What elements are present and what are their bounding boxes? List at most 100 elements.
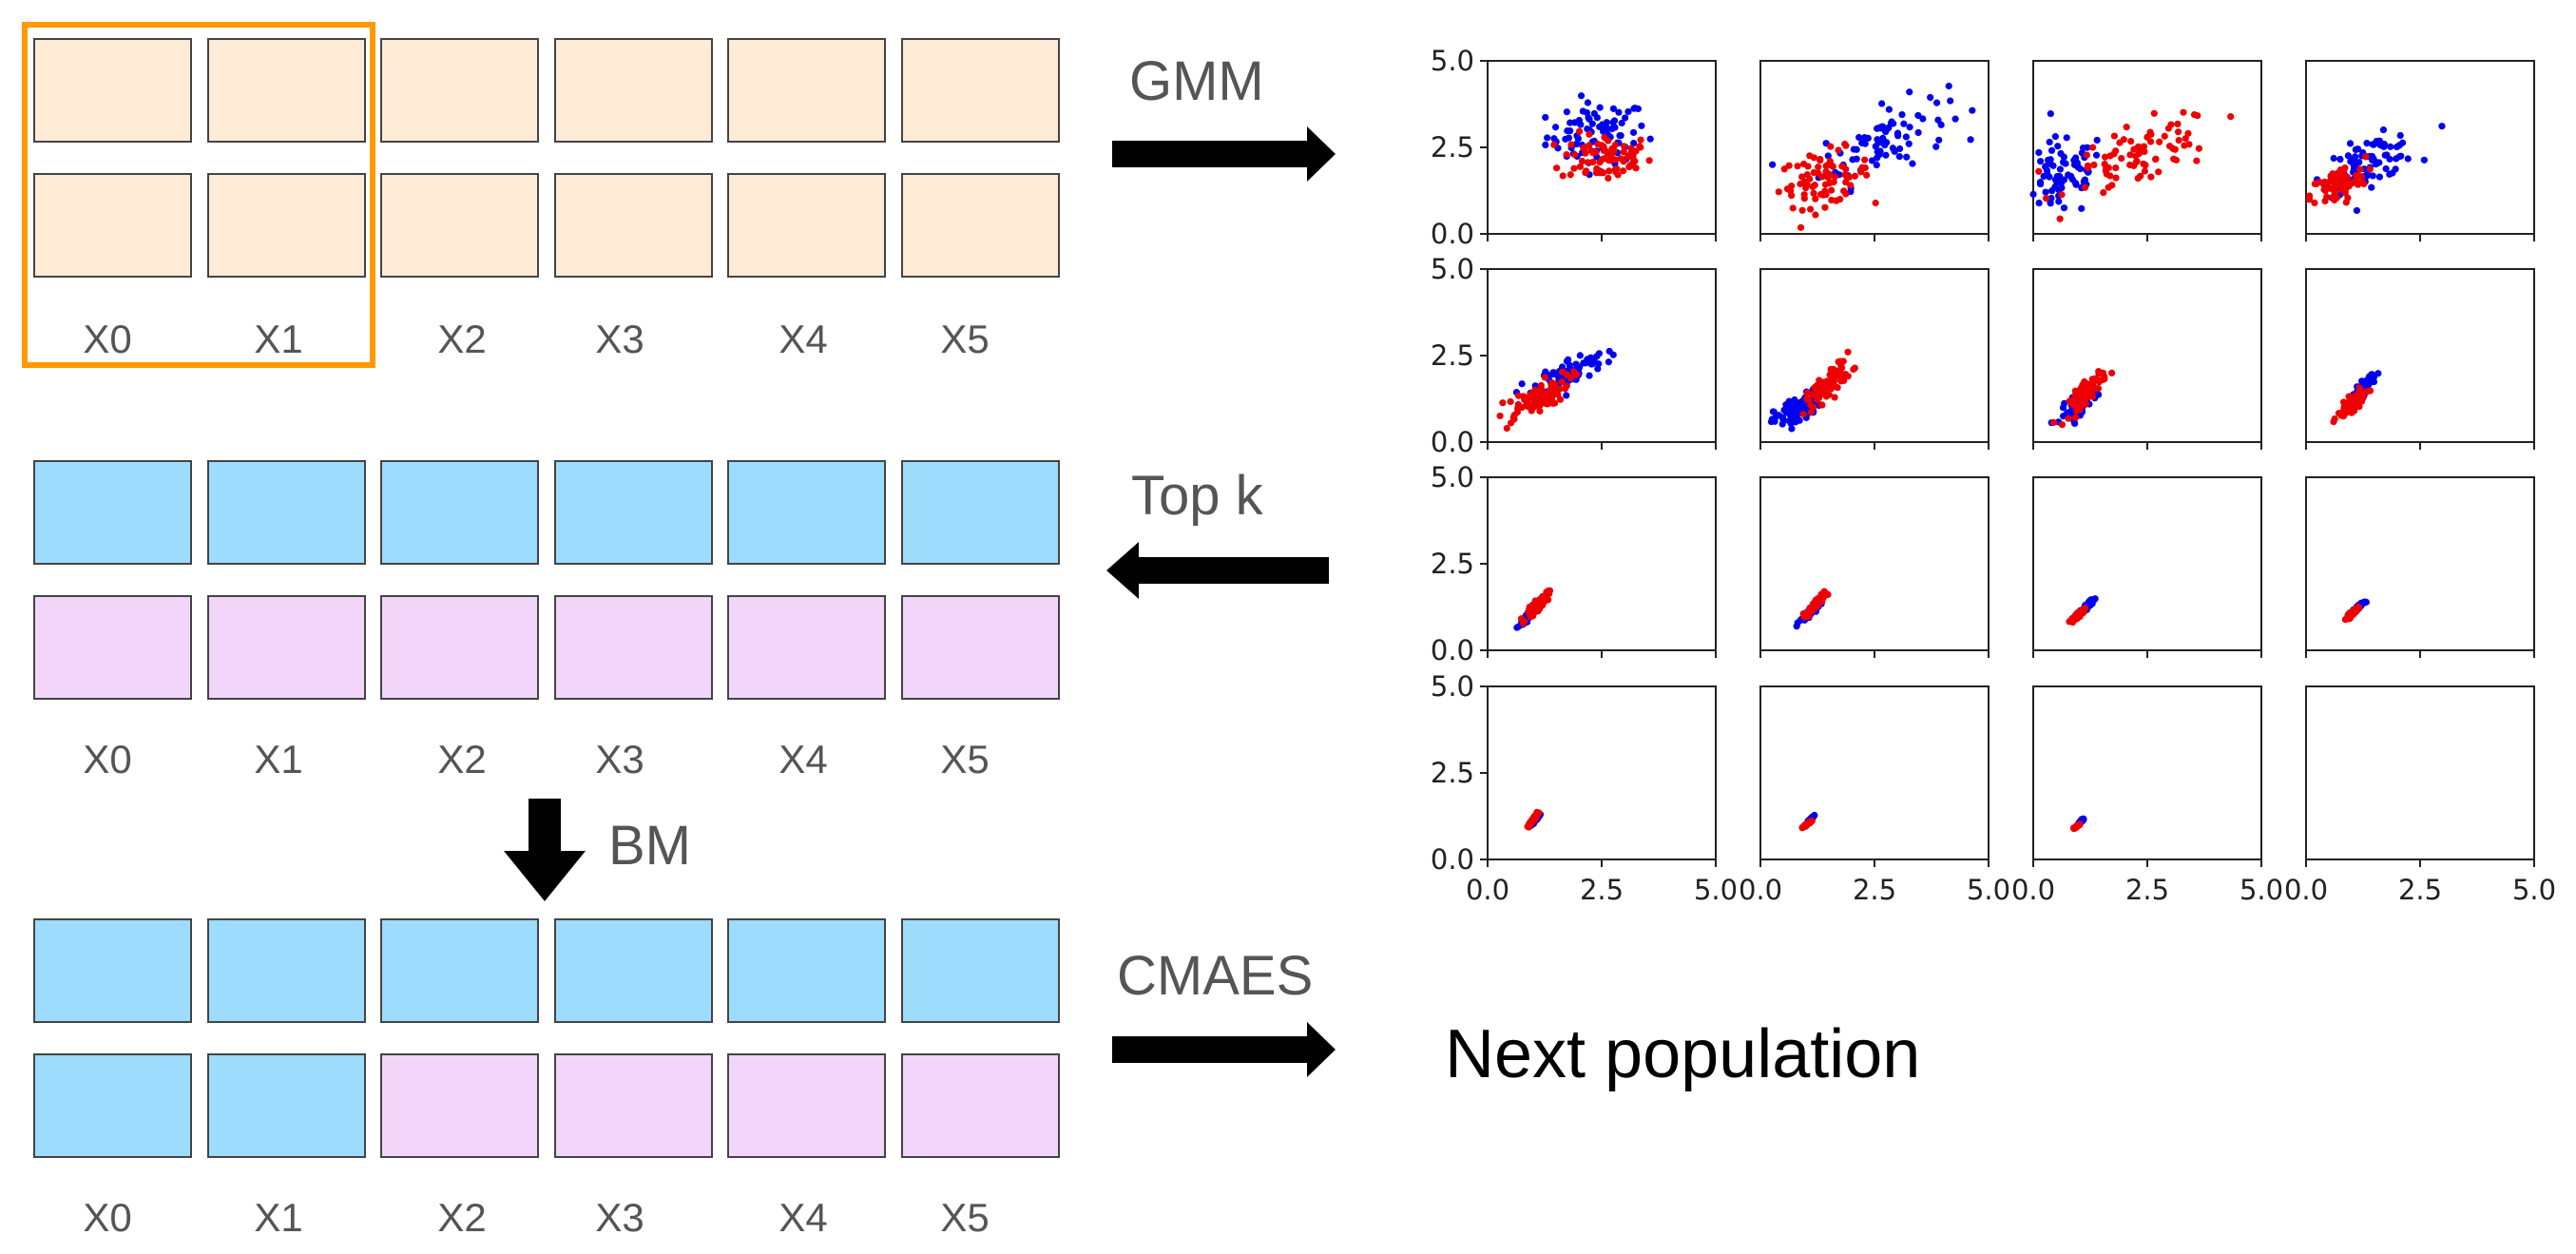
red-point <box>1794 163 1801 170</box>
red-point <box>1536 407 1544 415</box>
blue-point <box>2393 143 2401 151</box>
population-cell <box>33 38 192 143</box>
red-point <box>2193 157 2201 164</box>
red-point <box>2344 613 2352 621</box>
blue-point <box>2059 404 2067 412</box>
blue-point <box>1769 161 1777 168</box>
top-k-axis-label: X1 <box>254 737 303 781</box>
population-axis-label: X3 <box>595 317 644 361</box>
blue-point <box>1919 115 1927 123</box>
red-point <box>2076 402 2085 411</box>
red-point <box>2340 167 2348 175</box>
blue-point <box>1584 356 1591 363</box>
red-point <box>1524 396 1531 405</box>
red-point <box>2172 156 2181 164</box>
red-point <box>2334 179 2341 186</box>
x-tick-label: 0.0 <box>1466 874 1509 906</box>
red-point <box>2078 394 2086 402</box>
red-point <box>1789 204 1797 212</box>
blue-point <box>2330 154 2337 163</box>
blue-point <box>1617 132 1624 140</box>
highlight-box <box>22 22 375 368</box>
blue-point <box>1796 416 1803 424</box>
blue-point <box>1947 97 1954 105</box>
topk-arrow-icon <box>1106 542 1329 599</box>
red-point <box>1600 169 1607 177</box>
blue-point <box>1551 124 1560 131</box>
x-tick-label: 5.0 <box>1967 874 2010 906</box>
blue-point <box>2073 159 2081 166</box>
blue-point <box>1588 120 1596 127</box>
blue-point <box>1861 134 1869 142</box>
top-k-cell <box>207 460 366 565</box>
red-point <box>1528 818 1536 825</box>
red-point <box>1598 155 1606 164</box>
red-point <box>2100 188 2107 197</box>
population-axis-label: X2 <box>437 317 487 361</box>
red-point <box>1605 137 1612 145</box>
red-point <box>2366 165 2374 173</box>
red-point <box>1543 400 1550 408</box>
blue-point <box>2420 156 2428 164</box>
red-point <box>1559 172 1567 180</box>
red-point <box>1580 144 1587 152</box>
blue-point <box>2029 190 2037 198</box>
cmaes-arrow-icon <box>1112 1022 1336 1077</box>
blue-point <box>2040 172 2047 181</box>
population-cell <box>380 38 539 143</box>
red-point <box>1499 399 1507 407</box>
red-point <box>1863 171 1871 179</box>
red-point <box>1538 385 1546 393</box>
red-point <box>1517 615 1526 623</box>
blue-point <box>2060 204 2068 212</box>
blue-point <box>1631 104 1639 112</box>
red-point <box>2339 185 2348 193</box>
scatter-panel <box>1759 476 1990 658</box>
blue-point <box>2035 199 2043 207</box>
blue-point <box>1767 417 1776 426</box>
red-point <box>1798 173 1806 181</box>
red-point <box>1544 588 1552 595</box>
blue-point <box>1785 397 1793 405</box>
red-point <box>1817 401 1825 409</box>
blue-point <box>1798 403 1806 411</box>
red-point <box>2106 152 2114 160</box>
blue-point <box>2042 188 2049 196</box>
blue-point <box>2058 183 2066 192</box>
red-point <box>2140 143 2148 150</box>
red-point <box>1496 412 1504 420</box>
red-point <box>1575 127 1584 135</box>
red-point <box>2126 151 2134 159</box>
red-point <box>1632 164 1640 172</box>
red-point <box>1806 205 1815 213</box>
y-tick-label: 5.0 <box>1431 253 1474 285</box>
red-point <box>2364 388 2372 395</box>
top-k-cell <box>554 595 713 700</box>
red-point <box>1626 161 1635 168</box>
top-k-cell <box>727 595 886 700</box>
red-point <box>1582 149 1589 157</box>
blue-point <box>1542 113 1549 122</box>
cmaes-label: CMAES <box>1117 945 1314 1007</box>
blue-point <box>1905 140 1913 147</box>
scatter-panel <box>2032 476 2262 658</box>
population-cell <box>380 173 539 278</box>
red-point <box>1811 181 1818 189</box>
red-point <box>1872 199 1879 207</box>
blue-point <box>2382 164 2390 173</box>
red-point <box>1507 397 1514 406</box>
blue-point <box>1969 106 1976 114</box>
red-point <box>1530 607 1538 614</box>
blue-point <box>1594 365 1602 373</box>
red-point <box>1556 395 1565 403</box>
red-point <box>1828 186 1836 194</box>
red-point <box>1841 171 1849 179</box>
red-point <box>2335 410 2343 417</box>
blue-point <box>2404 155 2412 163</box>
blue-point <box>1945 82 1952 90</box>
blue-point <box>2056 165 2065 173</box>
red-point <box>2035 167 2043 175</box>
blue-point <box>1590 109 1598 118</box>
red-point <box>1514 400 1522 409</box>
